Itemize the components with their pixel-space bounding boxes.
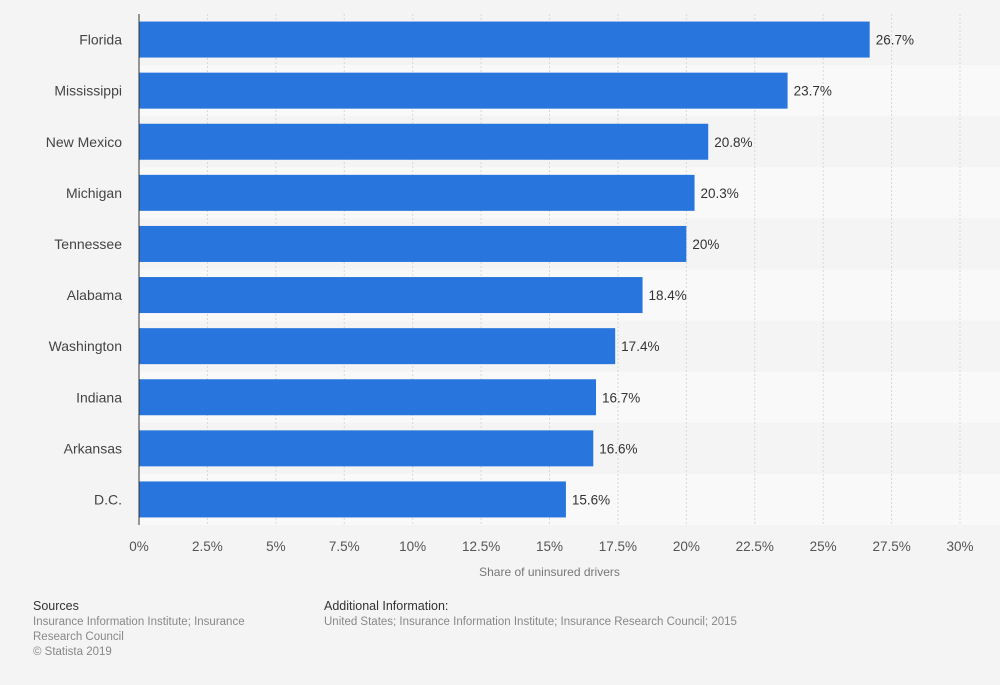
additional-info-heading: Additional Information:	[324, 599, 449, 613]
x-tick-label: 7.5%	[329, 539, 360, 554]
sources-block: Sources Insurance Information Institute;…	[33, 599, 283, 660]
x-tick-label: 2.5%	[192, 539, 223, 554]
bar	[139, 174, 695, 211]
sources-heading: Sources	[33, 599, 79, 613]
data-label: 20.3%	[701, 186, 739, 201]
x-axis-title: Share of uninsured drivers	[479, 565, 620, 579]
bar	[139, 123, 709, 160]
bar	[139, 277, 643, 314]
x-tick-label: 5%	[266, 539, 286, 554]
data-label: 16.6%	[599, 441, 637, 456]
bar	[139, 328, 616, 365]
x-tick-label: 30%	[946, 539, 973, 554]
category-label: D.C.	[94, 491, 122, 507]
bar	[139, 379, 597, 416]
bar	[139, 225, 687, 262]
category-label: Mississippi	[54, 83, 122, 99]
x-tick-label: 0%	[129, 539, 149, 554]
bar	[139, 481, 566, 518]
x-tick-label: 12.5%	[462, 539, 500, 554]
sources-text: Insurance Information Institute; Insuran…	[33, 616, 245, 643]
category-label: Arkansas	[64, 440, 122, 456]
category-label: Indiana	[76, 389, 122, 405]
data-label: 15.6%	[572, 492, 610, 507]
additional-info-block: Additional Information: United States; I…	[324, 599, 924, 630]
data-label: 18.4%	[649, 288, 687, 303]
data-label: 26.7%	[876, 33, 914, 48]
additional-info-text: United States; Insurance Information Ins…	[324, 616, 737, 628]
x-tick-label: 10%	[399, 539, 426, 554]
category-label: New Mexico	[46, 134, 122, 150]
x-tick-label: 20%	[673, 539, 700, 554]
copyright-text: © Statista 2019	[33, 646, 112, 658]
bar	[139, 72, 788, 109]
data-label: 20%	[692, 237, 719, 252]
chart-svg: 26.7% Florida 23.7% Mississippi 20.8% New Mex…	[45, 14, 974, 579]
x-tick-label: 25%	[810, 539, 837, 554]
data-label: 16.7%	[602, 390, 640, 405]
data-label: 20.8%	[714, 135, 752, 150]
bar	[139, 430, 594, 467]
category-label: Tennessee	[54, 236, 122, 252]
x-tick-label: 17.5%	[599, 539, 637, 554]
category-label: Alabama	[67, 287, 122, 303]
x-tick-label: 22.5%	[736, 539, 774, 554]
x-tick-label: 15%	[536, 539, 563, 554]
bar	[139, 21, 870, 58]
category-label: Michigan	[66, 185, 122, 201]
category-label: Florida	[79, 32, 122, 48]
category-label: Washington	[49, 338, 122, 354]
x-tick-label: 27.5%	[872, 539, 910, 554]
bar-chart: 26.7% Florida 23.7% Mississippi 20.8% New Mex…	[45, 14, 974, 579]
data-label: 23.7%	[794, 84, 832, 99]
data-label: 17.4%	[621, 339, 659, 354]
